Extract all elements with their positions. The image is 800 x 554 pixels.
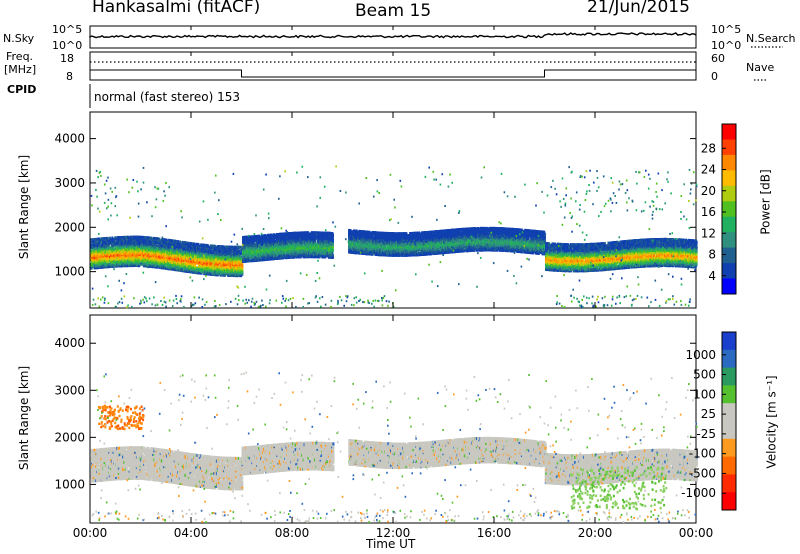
vel-ytick-label: 2000 bbox=[54, 430, 85, 444]
nsky-label: N.Sky bbox=[3, 32, 34, 45]
velocity-cbar-label: Velocity [m s⁻¹] bbox=[765, 375, 779, 468]
power-ylabel: Slant Range [km] bbox=[17, 155, 31, 259]
velocity-cbar-segment bbox=[722, 492, 736, 511]
velocity-cbar-segment bbox=[722, 421, 736, 440]
velocity-cbar-tick: 1000 bbox=[685, 348, 716, 362]
pow-ytick-label: 4000 bbox=[54, 132, 85, 146]
pow-ytick-label: 3000 bbox=[54, 176, 85, 190]
velocity-cbar-tick: 500 bbox=[693, 368, 716, 382]
xtick-label: 08:00 bbox=[275, 526, 310, 540]
power-cbar-label: Power [dB] bbox=[759, 169, 773, 234]
freq-unit-label: [MHz] bbox=[4, 63, 36, 76]
power-cbar-segment bbox=[722, 154, 736, 171]
x-axis-label: Time UT bbox=[366, 537, 415, 551]
vel-ytick-label: 3000 bbox=[54, 383, 85, 397]
power-cbar-segment bbox=[722, 170, 736, 187]
nave-label: Nave bbox=[746, 61, 774, 74]
power-cbar-tick: 28 bbox=[701, 141, 716, 155]
pow-ytick-label: 2000 bbox=[54, 220, 85, 234]
nsky-trace bbox=[89, 32, 697, 39]
power-cbar-segment bbox=[722, 247, 736, 264]
velocity-cbar-segment bbox=[722, 456, 736, 475]
power-cbar-segment bbox=[722, 278, 736, 295]
power-cbar-tick: 16 bbox=[701, 205, 716, 219]
velocity-cbar-segment bbox=[722, 385, 736, 404]
velocity-cbar-segment bbox=[722, 474, 736, 493]
power-cbar-tick: 8 bbox=[708, 248, 716, 262]
xtick-label: 20:00 bbox=[578, 526, 613, 540]
freq-tick-bottom: 8 bbox=[66, 70, 73, 83]
power-cbar-tick: 20 bbox=[701, 184, 716, 198]
velocity-cbar-segment bbox=[722, 349, 736, 369]
nave-tick-top: 60 bbox=[711, 52, 725, 65]
velocity-cbar-tick: 25 bbox=[701, 407, 716, 421]
vel-ytick-label: 4000 bbox=[54, 336, 85, 350]
power-cbar-segment bbox=[722, 216, 736, 233]
pow-ytick-label: 1000 bbox=[54, 265, 85, 279]
nsearch-tick-top: 10^5 bbox=[711, 23, 741, 36]
velocity-cbar-segment bbox=[722, 332, 736, 351]
power-cbar-segment bbox=[722, 263, 736, 280]
cpid-text: normal (fast stereo) 153 bbox=[94, 90, 240, 104]
nave-tick-bottom: 0 bbox=[711, 70, 718, 83]
velocity-cbar-tick: -25 bbox=[696, 427, 716, 441]
power-cbar-tick: 12 bbox=[701, 226, 716, 240]
freq-strip-frame bbox=[89, 51, 697, 81]
power-panel-frame bbox=[89, 111, 697, 309]
velocity-cbar-segment bbox=[722, 403, 736, 422]
power-cbar-segment bbox=[722, 124, 736, 140]
velocity-ylabel: Slant Range [km] bbox=[17, 366, 31, 470]
power-cbar-segment bbox=[722, 232, 736, 249]
velocity-cbar-segment bbox=[722, 367, 736, 386]
nsky-tick-top: 10^5 bbox=[52, 23, 82, 36]
freq-label: Freq. bbox=[6, 50, 33, 63]
cpid-label: CPID bbox=[7, 83, 36, 96]
nsky-tick-bottom: 10^0 bbox=[52, 39, 82, 52]
power-cbar-segment bbox=[722, 185, 736, 202]
xtick-label: 00:00 bbox=[73, 526, 108, 540]
vel-ytick-label: 1000 bbox=[54, 477, 85, 491]
velocity-cbar-segment bbox=[722, 438, 736, 458]
freq-trace bbox=[90, 69, 696, 78]
power-cbar-tick: 24 bbox=[701, 163, 716, 177]
velocity-cbar-tick: -1000 bbox=[681, 486, 716, 500]
nsearch-label: N.Search bbox=[746, 32, 796, 45]
xtick-label: 04:00 bbox=[174, 526, 209, 540]
power-cbar-segment bbox=[722, 201, 736, 218]
xtick-label: 00:00 bbox=[679, 526, 714, 540]
velocity-cbar-tick: -500 bbox=[689, 466, 716, 480]
velocity-cbar-tick: -100 bbox=[689, 447, 716, 461]
xtick-label: 12:00 bbox=[376, 526, 411, 540]
power-cbar-segment bbox=[722, 139, 736, 156]
nsearch-tick-bottom: 10^0 bbox=[711, 39, 741, 52]
date-title: 21/Jun/2015 bbox=[587, 0, 690, 17]
velocity-cbar-tick: 100 bbox=[693, 387, 716, 401]
power-cbar-tick: 4 bbox=[708, 269, 716, 283]
station-title: Hankasalmi (fitACF) bbox=[92, 0, 260, 17]
beam-title: Beam 15 bbox=[355, 1, 431, 21]
xtick-label: 16:00 bbox=[477, 526, 512, 540]
freq-tick-top: 18 bbox=[60, 52, 74, 65]
